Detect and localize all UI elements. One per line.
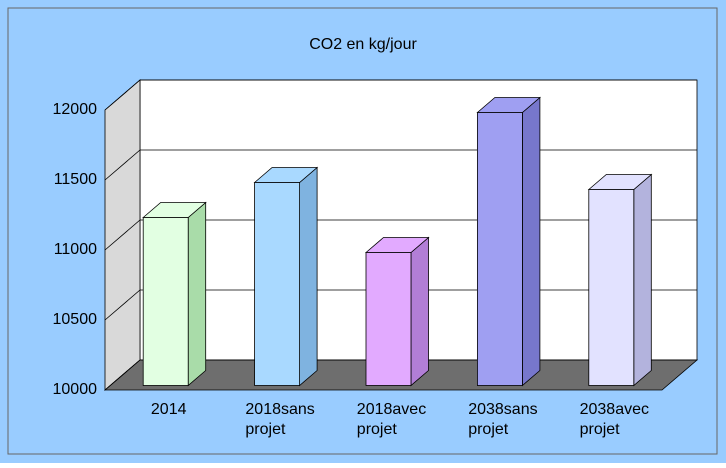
y-tick-label: 12000 (53, 101, 98, 118)
x-tick-label: 2018avec projet (357, 401, 426, 438)
x-tick-label: 2018sans projet (245, 401, 314, 438)
x-tick-line: projet (245, 421, 286, 438)
x-tick-line: projet (580, 421, 621, 438)
x-tick-line: 2018avec (357, 401, 426, 418)
bar-side (299, 166, 318, 387)
y-tick-label: 11500 (54, 171, 97, 188)
grid-line (104, 79, 697, 111)
x-tick-line: 2014 (151, 401, 187, 418)
bar-side (410, 236, 429, 387)
bar-front (476, 112, 523, 386)
y-tick-label: 10500 (53, 311, 98, 328)
x-tick-line: 2038avec (580, 401, 649, 418)
bar (476, 96, 541, 387)
frame (7, 7, 718, 455)
bar-side (522, 96, 541, 387)
bar (253, 166, 319, 387)
y-tick-label: 11000 (54, 241, 97, 258)
chart-title: CO2 en kg/jour (309, 36, 417, 53)
bar-front (365, 252, 412, 386)
x-tick-label: 2038sans projet (468, 401, 537, 438)
x-tick-line: 2038sans (468, 401, 537, 418)
x-tick-label: 2014 (151, 401, 187, 418)
x-tick-line: projet (357, 421, 398, 438)
bar-front (142, 217, 189, 386)
bar-side (187, 201, 207, 387)
y-tick-label: 10000 (53, 381, 98, 398)
bar (587, 173, 653, 387)
bar (142, 201, 207, 387)
bar-front (254, 182, 301, 386)
bar-side (633, 173, 652, 387)
bar (364, 236, 430, 387)
x-tick-label: 2038avec projet (580, 401, 649, 438)
bar-front (588, 189, 635, 386)
x-tick-line: projet (468, 421, 509, 438)
x-tick-line: 2018sans (245, 401, 314, 418)
